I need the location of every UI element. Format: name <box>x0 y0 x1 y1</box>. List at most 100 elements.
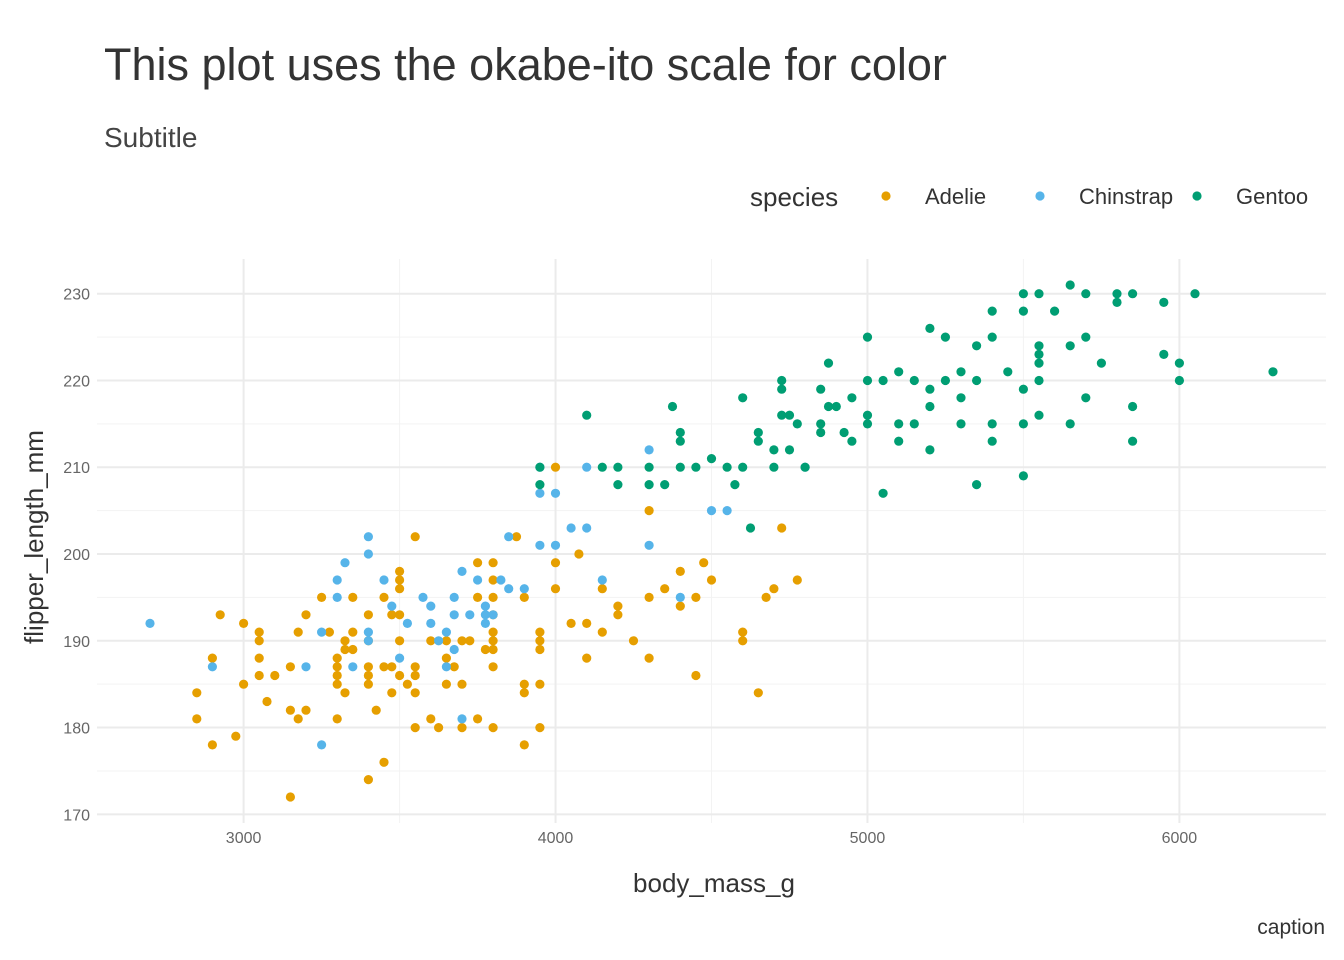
point-adelie <box>293 627 303 637</box>
legend: species Adelie Chinstrap Gentoo <box>750 182 1308 212</box>
legend-key-chinstrap <box>1035 191 1045 201</box>
point-adelie <box>340 636 350 646</box>
point-gentoo <box>644 462 654 472</box>
point-adelie <box>488 627 498 637</box>
point-adelie <box>441 653 451 663</box>
point-adelie <box>535 636 545 646</box>
point-adelie <box>457 679 467 689</box>
point-chinstrap <box>363 636 373 646</box>
point-adelie <box>363 679 373 689</box>
point-adelie <box>379 592 389 603</box>
point-gentoo <box>940 332 951 342</box>
point-adelie <box>410 723 420 733</box>
point-adelie <box>675 601 685 611</box>
point-adelie <box>426 714 436 724</box>
point-gentoo <box>1159 297 1169 307</box>
point-gentoo <box>823 401 834 412</box>
legend-label-chinstrap: Chinstrap <box>1079 184 1173 209</box>
point-gentoo <box>667 401 678 412</box>
point-gentoo <box>660 480 670 490</box>
point-chinstrap <box>722 506 732 516</box>
point-chinstrap <box>395 653 405 663</box>
point-gentoo <box>738 393 748 403</box>
point-adelie <box>410 670 420 681</box>
point-adelie <box>699 558 709 568</box>
point-gentoo <box>987 306 997 316</box>
legend-key-gentoo <box>1192 191 1202 201</box>
x-tick-label: 4000 <box>538 830 574 847</box>
point-gentoo <box>987 436 997 446</box>
point-gentoo <box>1081 332 1091 342</box>
point-adelie <box>395 610 405 620</box>
point-adelie <box>410 688 420 698</box>
point-gentoo <box>777 375 787 386</box>
point-chinstrap <box>550 540 561 550</box>
point-adelie <box>285 792 295 802</box>
y-tick-label: 200 <box>63 547 90 564</box>
point-gentoo <box>1018 419 1028 429</box>
point-gentoo <box>956 393 966 403</box>
point-adelie <box>215 610 225 620</box>
point-adelie <box>387 610 397 620</box>
point-adelie <box>628 636 639 646</box>
point-adelie <box>395 566 405 577</box>
point-gentoo <box>730 480 740 490</box>
point-adelie <box>207 653 217 663</box>
point-adelie <box>473 558 483 568</box>
point-gentoo <box>1081 393 1091 403</box>
point-gentoo <box>691 462 701 472</box>
point-gentoo <box>972 341 982 351</box>
point-chinstrap <box>496 575 506 585</box>
point-adelie <box>395 636 405 646</box>
chart-title: This plot uses the okabe-ito scale for c… <box>104 39 947 90</box>
point-gentoo <box>706 454 717 464</box>
point-adelie <box>207 740 217 750</box>
point-chinstrap <box>379 575 389 585</box>
point-gentoo <box>823 358 834 368</box>
point-gentoo <box>1128 401 1138 412</box>
point-adelie <box>753 688 763 698</box>
point-gentoo <box>792 419 802 429</box>
point-adelie <box>395 584 405 594</box>
point-adelie <box>379 662 389 672</box>
point-adelie <box>301 705 311 715</box>
point-gentoo <box>1081 289 1091 299</box>
point-gentoo <box>1065 419 1075 429</box>
point-gentoo <box>613 462 623 472</box>
point-adelie <box>332 679 342 689</box>
point-gentoo <box>894 367 904 377</box>
point-adelie <box>488 636 498 646</box>
point-adelie <box>301 610 311 620</box>
point-gentoo <box>769 462 779 472</box>
point-adelie <box>519 679 529 689</box>
point-gentoo <box>956 367 966 377</box>
point-chinstrap <box>402 618 412 629</box>
point-gentoo <box>816 419 826 429</box>
point-chinstrap <box>340 558 350 568</box>
legend-label-adelie: Adelie <box>925 184 986 209</box>
point-gentoo <box>1268 367 1278 377</box>
point-gentoo <box>1096 358 1106 368</box>
point-adelie <box>410 662 420 672</box>
point-gentoo <box>987 332 997 342</box>
point-gentoo <box>972 375 982 386</box>
point-gentoo <box>862 410 873 420</box>
point-adelie <box>332 653 342 663</box>
point-gentoo <box>894 419 904 429</box>
point-adelie <box>644 592 654 603</box>
point-chinstrap <box>504 584 514 594</box>
point-gentoo <box>675 436 685 446</box>
point-adelie <box>293 714 303 724</box>
point-adelie <box>379 757 389 767</box>
point-adelie <box>239 618 249 629</box>
point-adelie <box>441 679 451 689</box>
point-chinstrap <box>441 662 451 672</box>
point-adelie <box>363 670 373 681</box>
point-adelie <box>761 592 771 603</box>
point-adelie <box>441 636 451 646</box>
point-adelie <box>348 592 358 603</box>
x-tick-label: 5000 <box>850 830 886 847</box>
point-adelie <box>519 740 529 750</box>
point-adelie <box>511 532 522 542</box>
point-adelie <box>660 584 670 594</box>
